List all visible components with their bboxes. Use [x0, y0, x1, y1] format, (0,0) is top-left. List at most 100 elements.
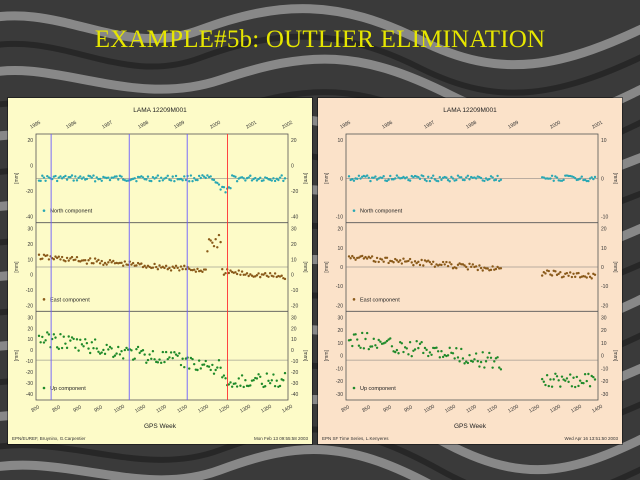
- y-tick-label: 10: [27, 337, 33, 343]
- slide-title: EXAMPLE#5b: OUTLIER ELIMINATION: [94, 26, 546, 53]
- data-point: [408, 341, 412, 344]
- data-point: [432, 174, 435, 177]
- data-point: [450, 175, 453, 179]
- y-tick-label-right: 20: [291, 326, 297, 332]
- data-point: [55, 179, 59, 183]
- y-unit-label: [mm]: [14, 172, 20, 184]
- data-point: [161, 179, 165, 182]
- data-point: [125, 346, 128, 350]
- data-point: [468, 178, 471, 181]
- data-point: [95, 347, 98, 350]
- data-point: [202, 363, 206, 366]
- data-point: [441, 355, 445, 359]
- data-point: [352, 179, 356, 182]
- data-point: [489, 268, 493, 272]
- y-tick-label: -40: [26, 215, 33, 221]
- data-point: [130, 349, 133, 352]
- data-point: [189, 174, 193, 177]
- data-point: [267, 275, 270, 278]
- data-point: [156, 268, 160, 271]
- data-point: [395, 348, 399, 352]
- data-point: [222, 374, 226, 377]
- data-point: [74, 258, 77, 261]
- data-point: [448, 180, 451, 183]
- data-point: [552, 179, 555, 182]
- data-point: [572, 376, 575, 379]
- data-point: [88, 351, 92, 355]
- data-point: [141, 349, 145, 352]
- data-point: [219, 240, 222, 244]
- data-point: [176, 266, 179, 270]
- data-point: [552, 378, 555, 381]
- data-point: [136, 261, 140, 265]
- data-point: [60, 177, 64, 180]
- data-point: [255, 179, 259, 182]
- data-point: [103, 352, 107, 356]
- data-point: [570, 275, 574, 279]
- data-point: [590, 277, 593, 280]
- data-point: [283, 277, 287, 281]
- data-point: [263, 272, 267, 275]
- data-point: [75, 179, 79, 182]
- data-point: [69, 257, 72, 260]
- data-point: [272, 275, 275, 278]
- data-point: [163, 266, 166, 270]
- data-point: [420, 341, 423, 344]
- data-point: [567, 274, 570, 278]
- data-point: [540, 274, 544, 277]
- panel-title: LAMA 12209M001: [443, 107, 497, 114]
- y-tick-label-right: -20: [601, 379, 608, 385]
- top-year-tick-label: 2002: [281, 120, 294, 131]
- data-point: [573, 176, 577, 180]
- data-point: [262, 273, 265, 276]
- y-tick-label-right: 30: [291, 315, 297, 321]
- data-point: [239, 384, 242, 387]
- data-point: [436, 179, 440, 183]
- y-tick-label: -10: [336, 215, 343, 221]
- data-point: [37, 334, 41, 338]
- data-point: [97, 350, 100, 353]
- y-tick-label-right: 0: [291, 164, 294, 170]
- data-point: [166, 268, 169, 271]
- data-point: [351, 177, 354, 181]
- data-point: [221, 267, 224, 271]
- data-point: [41, 335, 44, 339]
- data-point: [542, 271, 546, 274]
- data-point: [418, 342, 422, 346]
- data-point: [465, 265, 468, 269]
- y-tick-label-right: -10: [601, 284, 608, 290]
- data-point: [349, 257, 352, 260]
- data-point: [593, 273, 597, 277]
- data-point: [554, 372, 557, 375]
- data-point: [224, 377, 227, 380]
- data-point: [590, 176, 593, 179]
- data-point: [153, 358, 156, 361]
- data-point: [585, 379, 588, 383]
- data-point: [400, 342, 404, 345]
- data-point: [69, 175, 72, 179]
- data-point: [550, 274, 554, 277]
- data-point: [555, 176, 559, 179]
- data-point: [277, 178, 280, 182]
- data-point: [67, 175, 70, 179]
- data-point: [237, 377, 240, 380]
- data-point: [199, 176, 202, 180]
- bottom-week-tick-label: 950: [93, 404, 103, 413]
- data-point: [59, 258, 62, 261]
- data-point: [410, 354, 413, 358]
- data-point: [92, 347, 95, 350]
- data-point: [351, 254, 354, 258]
- bottom-week-tick-label: 1000: [423, 404, 436, 415]
- data-point: [249, 273, 252, 276]
- data-point: [82, 345, 85, 348]
- data-point: [59, 175, 62, 178]
- data-point: [46, 174, 49, 178]
- data-point: [234, 175, 237, 179]
- data-point: [75, 255, 79, 259]
- legend-marker: [42, 386, 46, 390]
- data-point: [392, 261, 395, 264]
- y-tick-label-right: 10: [601, 246, 607, 252]
- data-point: [486, 267, 489, 270]
- data-point: [498, 366, 501, 369]
- data-point: [204, 176, 207, 180]
